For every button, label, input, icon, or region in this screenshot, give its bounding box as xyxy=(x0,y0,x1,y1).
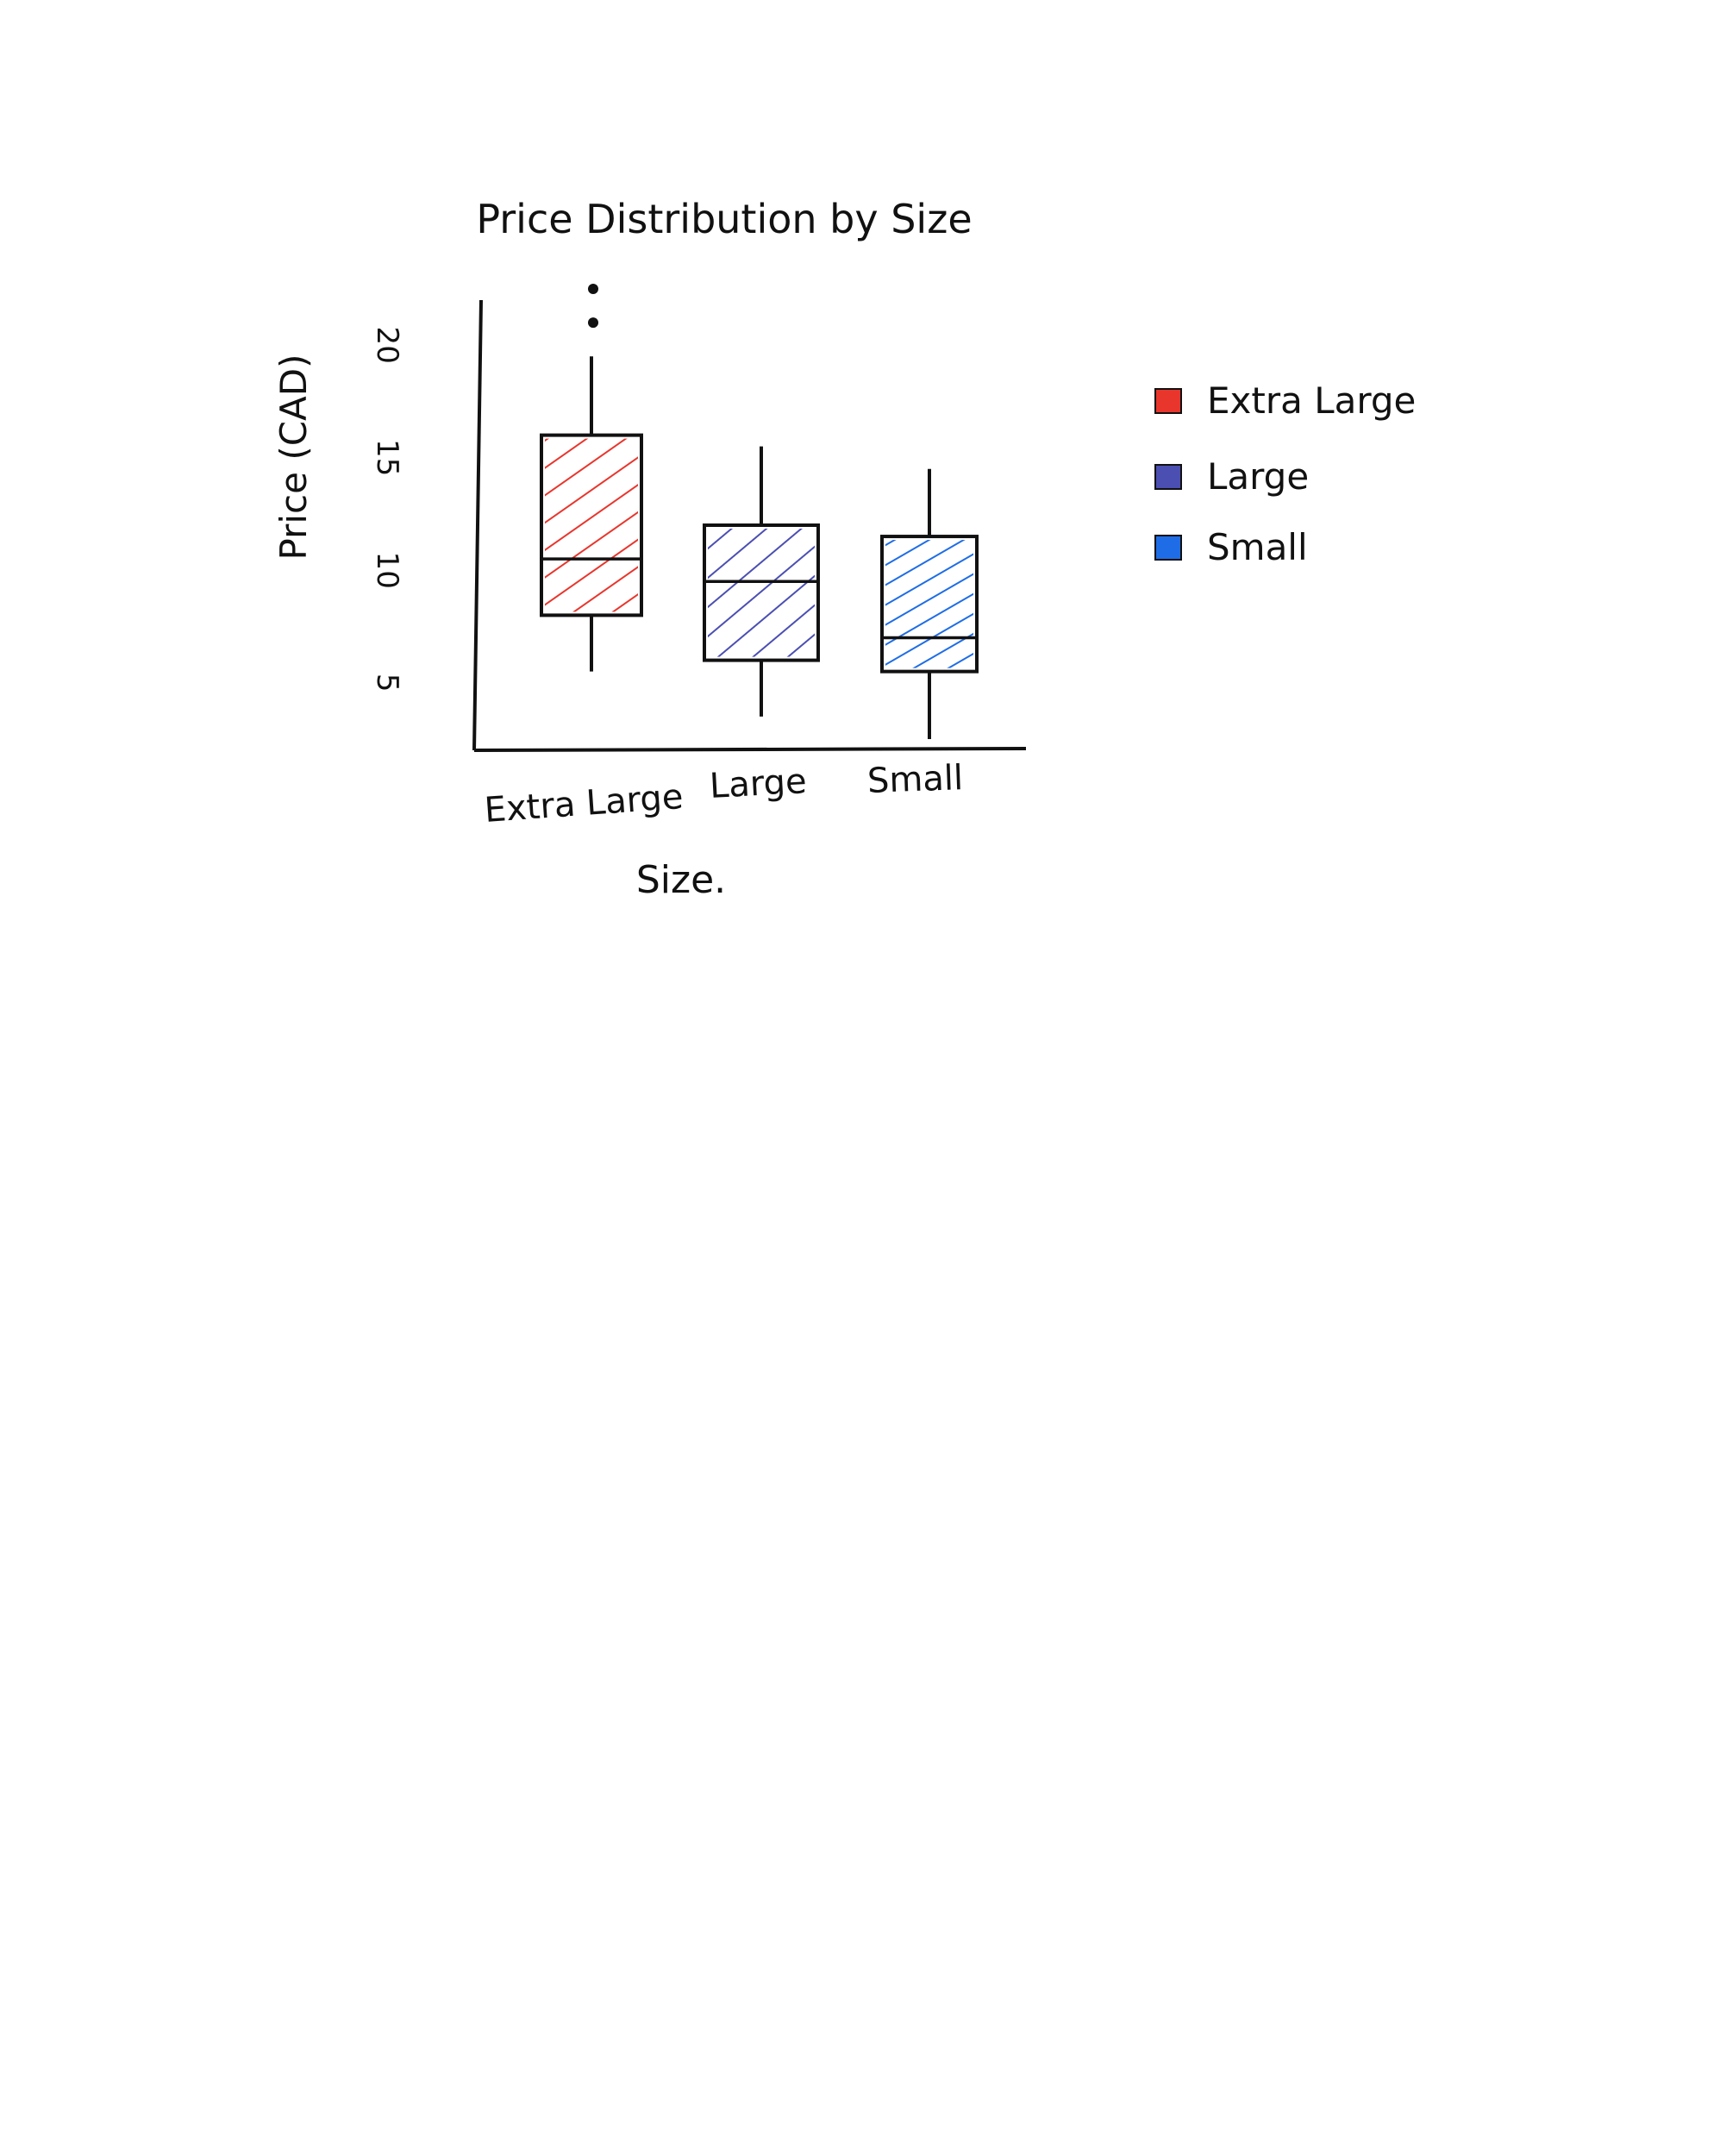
y-tick-label: 10 xyxy=(370,552,404,589)
box-body xyxy=(540,433,643,617)
legend-label: Extra Large xyxy=(1207,379,1416,422)
outlier-point xyxy=(588,317,598,329)
outlier-point xyxy=(588,283,598,294)
legend-label: Small xyxy=(1207,526,1308,568)
y-tick-labels: 5 10 15 20 xyxy=(370,327,404,693)
y-tick-label: 20 xyxy=(370,327,404,364)
box-fill xyxy=(708,529,815,657)
y-tick-label: 5 xyxy=(370,674,404,693)
box-body xyxy=(880,535,979,674)
x-axis-label: Size. xyxy=(636,858,726,902)
legend-swatch xyxy=(1154,464,1182,490)
box-group xyxy=(880,468,979,739)
box-plots xyxy=(540,283,979,739)
legend: Extra Large Large Small xyxy=(1154,379,1416,568)
x-tick-labels: Extra Large Large Small xyxy=(483,758,964,830)
box-fill xyxy=(545,438,638,612)
legend-label: Large xyxy=(1207,455,1309,498)
box-group xyxy=(540,283,643,672)
y-tick-label: 15 xyxy=(370,439,404,476)
box-body xyxy=(703,523,820,662)
y-axis-label: Price (CAD) xyxy=(272,354,315,561)
chart-title: Price Distribution by Size xyxy=(476,196,972,242)
legend-item: Small xyxy=(1154,526,1308,568)
x-tick-label: Large xyxy=(709,761,808,806)
x-axis-line xyxy=(473,747,1027,752)
x-tick-label: Small xyxy=(866,758,964,801)
x-tick-label: Extra Large xyxy=(483,777,684,830)
legend-swatch xyxy=(1154,388,1182,414)
box-group xyxy=(703,446,820,717)
legend-swatch xyxy=(1154,535,1182,561)
y-axis-line xyxy=(472,299,483,751)
legend-item: Large xyxy=(1154,455,1309,498)
box-fill xyxy=(885,540,973,668)
legend-item: Extra Large xyxy=(1154,379,1416,422)
